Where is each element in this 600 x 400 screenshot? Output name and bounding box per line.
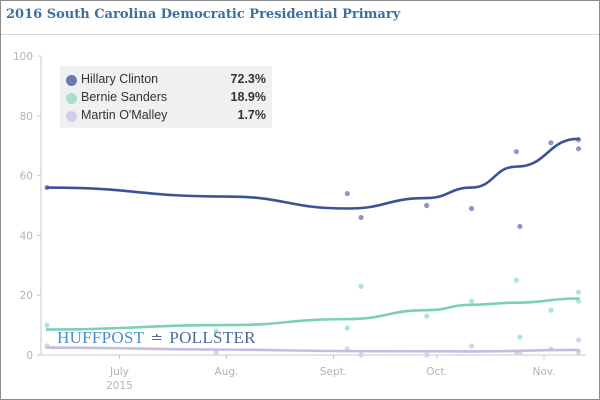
axes: 0 20 40 60 80 100 July 2015 Aug. Sept. Oct. Nov. [13,51,586,392]
x-tick-label: July [109,366,129,378]
legend-item-clinton[interactable]: Hillary Clinton 72.3% [66,72,266,90]
legend-value: 1.7% [237,108,267,122]
logo-pollster: POLLSTER [169,328,256,347]
legend: Hillary Clinton 72.3% Bernie Sanders 18.… [60,66,272,128]
legend-name: Martin O'Malley [81,108,168,122]
poll-dot-1 [513,277,520,283]
poll-dot-2 [468,343,475,349]
poll-dot-0 [575,146,582,152]
x-tick-label: Aug. [215,366,239,378]
poll-dot-0 [424,202,430,209]
x-tick-label: Oct. [426,366,448,378]
poll-dot-1 [344,325,350,331]
huffpost-pollster-logo: HUFFPOST ≐ POLLSTER [57,328,256,348]
poll-dot-2 [358,352,364,358]
poll-dot-1 [575,298,582,304]
legend-dot-omalley [66,111,77,122]
y-tick-label: 0 [26,350,33,362]
poll-dot-0 [344,190,350,197]
title-divider [1,34,599,35]
trend-line-0 [45,137,580,210]
logo-huffpost: HUFFPOST [57,328,145,347]
poll-dot-2 [575,337,582,343]
poll-dot-1 [213,328,219,334]
poll-dot-1 [517,334,523,340]
poll-dot-0 [517,223,523,230]
poll-dot-0 [548,140,554,146]
trend-lines [45,137,580,353]
x-tick-sublabel: 2015 [106,380,133,392]
legend-dot-sanders [66,93,77,104]
legend-value: 72.3% [230,72,266,86]
poll-dot-2 [424,352,430,358]
y-tick-label: 40 [20,230,33,242]
poll-dot-0 [513,149,520,155]
poll-dot-1 [44,322,50,328]
poll-dot-1 [468,298,475,304]
poll-dot-0 [358,214,364,221]
x-tick-label: Nov. [533,366,556,378]
legend-value: 18.9% [230,90,266,104]
logo-swoosh-icon: ≐ [150,331,164,347]
legend-dot-clinton [66,75,77,86]
legend-name: Bernie Sanders [81,90,168,104]
poll-dots [44,119,582,358]
y-tick-label: 100 [13,51,33,63]
y-tick-label: 60 [20,171,33,183]
trend-line-1 [45,297,580,331]
poll-dot-1 [358,283,364,289]
y-tick-label: 80 [20,111,33,123]
legend-item-omalley[interactable]: Martin O'Malley 1.7% [66,108,266,126]
y-tick-label: 20 [20,290,33,302]
poll-dot-1 [548,307,554,313]
poll-dot-0 [468,205,475,212]
poll-dot-1 [424,313,430,319]
poll-dot-1 [575,289,582,295]
trend-line-2 [45,346,580,353]
x-tick-label: Sept. [320,366,347,378]
legend-item-sanders[interactable]: Bernie Sanders 18.9% [66,90,266,108]
chart-title: 2016 South Carolina Democratic President… [6,7,401,22]
legend-name: Hillary Clinton [81,72,159,86]
